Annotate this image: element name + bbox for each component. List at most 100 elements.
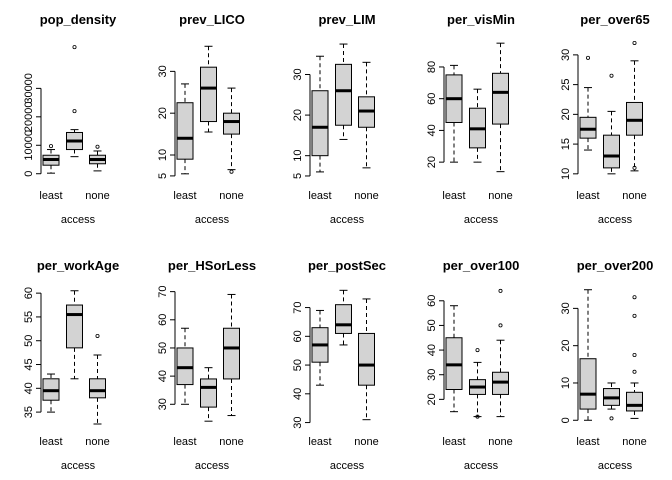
y-tick-label: 50 [23,335,35,347]
y-tick-label: 40 [157,370,169,382]
box [66,304,83,349]
panel-title: pop_density [40,12,117,27]
x-tick-label: none [622,436,646,448]
y-tick-label: 20000 [23,102,35,133]
y-tick-label: 10 [157,149,169,161]
y-tick-label: 25 [560,78,572,90]
panel-title: per_over200 [577,258,654,273]
outlier-point [632,295,637,300]
y-tick-label: 10 [560,377,572,389]
x-axis-label: access [464,460,499,472]
y-tick-label: 35 [23,406,35,418]
box [176,102,194,160]
x-axis-label: access [61,460,96,472]
y-tick-label: 60 [292,330,304,342]
outlier-point [475,414,480,419]
y-tick-label: 0 [23,171,35,177]
panel-title: per_over65 [580,12,649,27]
x-tick-label: least [39,436,62,448]
box [200,66,217,123]
outlier-point [632,352,637,357]
x-tick-label: none [488,436,512,448]
panel-prev-LIM: prev_LIM 5 10 20 30 least none access [292,12,379,226]
x-tick-label: least [173,190,196,202]
box [200,378,217,408]
x-axis-label: access [61,214,96,226]
y-tick-label: 20 [560,108,572,120]
y-tick-label: 10000 [23,130,35,161]
y-tick-label: 45 [23,358,35,370]
panel-title: per_postSec [308,258,386,273]
panel-per-over200: per_over200 0 10 20 30 least none access [560,258,653,472]
x-tick-label: none [85,436,109,448]
y-tick-label: 5 [157,173,169,179]
y-tick-label: 60 [23,287,35,299]
outlier-point [72,45,77,50]
outlier-point [49,144,54,149]
box [335,304,352,334]
box [311,90,329,157]
y-tick-label: 30 [426,369,438,381]
y-tick-label: 40 [426,344,438,356]
x-tick-label: none [85,190,109,202]
x-axis-label: access [330,460,365,472]
y-tick-label: 30000 [23,73,35,104]
x-tick-label: least [576,436,599,448]
x-tick-label: none [354,436,378,448]
x-tick-label: none [488,190,512,202]
outlier-point [95,333,100,338]
y-tick-label: 20 [426,156,438,168]
box [89,378,106,399]
x-axis-label: access [195,460,230,472]
y-tick-label: 30 [560,302,572,314]
x-tick-label: least [39,190,62,202]
panel-per-HSorLess: per_HSorLess 30 40 50 60 70 least none access [157,258,256,472]
y-tick-label: 20 [292,109,304,121]
y-tick-label: 30 [157,65,169,77]
outlier-point [632,313,637,318]
panel-title: per_workAge [37,258,119,273]
y-tick-label: 55 [23,311,35,323]
panel-title: per_over100 [443,258,520,273]
x-axis-label: access [330,214,365,226]
y-tick-label: 10 [560,168,572,180]
x-tick-label: least [308,436,331,448]
y-tick-label: 10 [292,150,304,162]
y-tick-label: 30 [292,68,304,80]
outlier-point [609,416,614,421]
y-tick-label: 50 [292,359,304,371]
box [579,358,597,410]
y-tick-label: 20 [426,393,438,405]
panel-title: per_HSorLess [168,258,256,273]
y-tick-label: 15 [560,138,572,150]
outlier-point [498,323,503,328]
panel-per-over65: per_over65 10 15 20 25 30 least none access [560,12,650,226]
outlier-point [586,55,591,60]
x-axis-label: access [598,214,633,226]
panel-per-workAge: per_workAge 35 40 45 50 55 60 least none access [23,258,119,472]
y-tick-label: 20 [560,340,572,352]
panel-title: prev_LIM [318,12,375,27]
y-tick-label: 50 [157,342,169,354]
y-tick-label: 30 [157,398,169,410]
panel-per-postSec: per_postSec 30 40 50 60 70 least none access [292,258,386,472]
outlier-point [475,348,480,353]
panel-per-over100: per_over100 20 30 40 50 60 least none access [426,258,519,472]
x-tick-label: least [442,436,465,448]
y-tick-label: 20 [157,107,169,119]
y-tick-label: 80 [426,61,438,73]
box [223,327,240,380]
x-tick-label: none [219,190,243,202]
x-axis-label: access [464,214,499,226]
y-tick-label: 30 [560,49,572,61]
outlier-point [229,169,234,174]
x-tick-label: least [308,190,331,202]
box [626,391,643,412]
panel-per-visMin: per_visMin 20 40 60 80 least none access [426,12,515,226]
panel-title: prev_LICO [179,12,245,27]
y-tick-label: 30 [292,416,304,428]
outlier-point [632,40,637,45]
y-tick-label: 60 [426,93,438,105]
